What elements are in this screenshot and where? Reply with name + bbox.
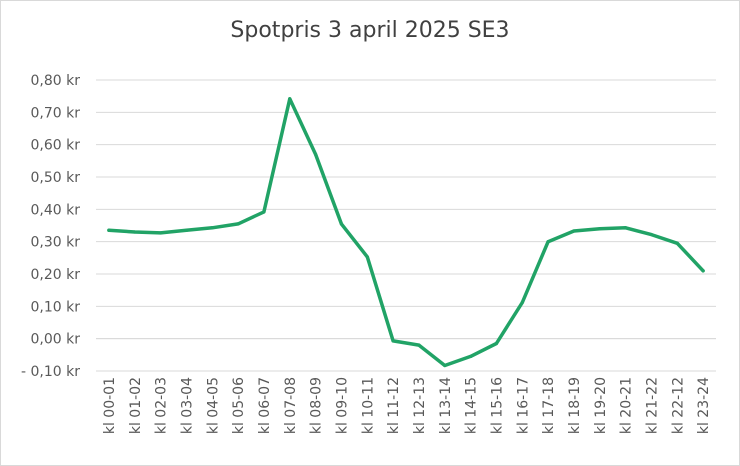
data-point xyxy=(313,152,318,156)
series-line xyxy=(107,97,705,368)
x-tick-label: kl 07-08 xyxy=(283,377,299,434)
chart-title: Spotpris 3 april 2025 SE3 xyxy=(230,18,510,43)
data-point xyxy=(520,300,524,305)
data-point xyxy=(417,343,421,347)
data-point xyxy=(675,241,679,245)
data-point xyxy=(158,231,163,235)
data-point xyxy=(210,226,214,230)
y-tick-label: 0,00 kr xyxy=(31,332,81,348)
y-axis-ticks: 0,80 kr 0,70 kr 0,60 kr 0,50 kr 0,40 kr 0,30 … xyxy=(21,73,80,380)
x-tick-label: kl 11-12 xyxy=(386,377,402,434)
y-tick-label: 0,40 kr xyxy=(31,202,81,218)
data-point xyxy=(288,97,292,101)
y-tick-label: 0,80 kr xyxy=(31,73,81,89)
x-axis-ticks: kl 00-01 kl 01-02 kl 02-03 kl 03-04 kl 04-05… xyxy=(102,377,712,434)
x-tick-label: kl 05-06 xyxy=(231,377,247,434)
data-point xyxy=(623,226,628,230)
x-tick-label: kl 00-01 xyxy=(102,377,118,434)
y-tick-label: 0,50 kr xyxy=(31,170,81,186)
x-tick-label: kl 01-02 xyxy=(128,377,144,434)
data-point xyxy=(443,363,447,368)
x-tick-label: kl 06-07 xyxy=(257,377,273,434)
data-point xyxy=(365,255,369,259)
x-tick-label: kl 20-21 xyxy=(619,377,635,434)
y-tick-label: - 0,10 kr xyxy=(21,364,80,380)
x-tick-label: kl 14-15 xyxy=(464,377,480,434)
y-tick-label: 0,70 kr xyxy=(31,105,81,121)
x-tick-label: kl 22-12 xyxy=(670,377,686,434)
x-tick-label: kl 08-09 xyxy=(309,377,325,434)
y-tick-label: 0,30 kr xyxy=(31,235,81,251)
data-point xyxy=(701,269,705,273)
x-tick-label: kl 10-11 xyxy=(360,377,376,434)
x-tick-label: kl 13-14 xyxy=(438,377,454,434)
x-tick-label: kl 15-16 xyxy=(489,377,505,434)
x-tick-label: kl 02-03 xyxy=(154,377,170,434)
data-point xyxy=(468,354,473,359)
x-tick-label: kl 09-10 xyxy=(334,377,350,434)
data-point xyxy=(107,228,111,232)
data-point xyxy=(572,229,576,233)
data-point xyxy=(598,227,602,231)
y-tick-label: 0,20 kr xyxy=(31,267,81,283)
data-point xyxy=(649,232,654,237)
data-point xyxy=(236,222,240,226)
series-layer xyxy=(107,97,705,368)
x-tick-label: kl 16-17 xyxy=(515,377,531,434)
data-point xyxy=(339,222,344,226)
gridlines xyxy=(96,79,716,372)
x-tick-label: kl 21-22 xyxy=(644,377,660,434)
data-point xyxy=(494,341,499,346)
x-tick-label: kl 19-20 xyxy=(593,377,609,434)
y-tick-label: 0,60 kr xyxy=(31,138,81,154)
data-point xyxy=(184,228,189,232)
x-tick-label: kl 12-13 xyxy=(412,377,428,434)
data-point xyxy=(546,240,550,244)
x-tick-label: kl 03-04 xyxy=(179,377,195,434)
data-point xyxy=(391,339,395,343)
x-tick-label: kl 23-24 xyxy=(696,377,712,434)
x-tick-label: kl 18-19 xyxy=(567,377,583,434)
x-tick-label: kl 04-05 xyxy=(205,377,221,434)
data-point xyxy=(133,230,137,234)
x-tick-label: kl 17-18 xyxy=(541,377,557,434)
y-tick-label: 0,10 kr xyxy=(31,299,81,315)
data-point xyxy=(262,210,266,214)
